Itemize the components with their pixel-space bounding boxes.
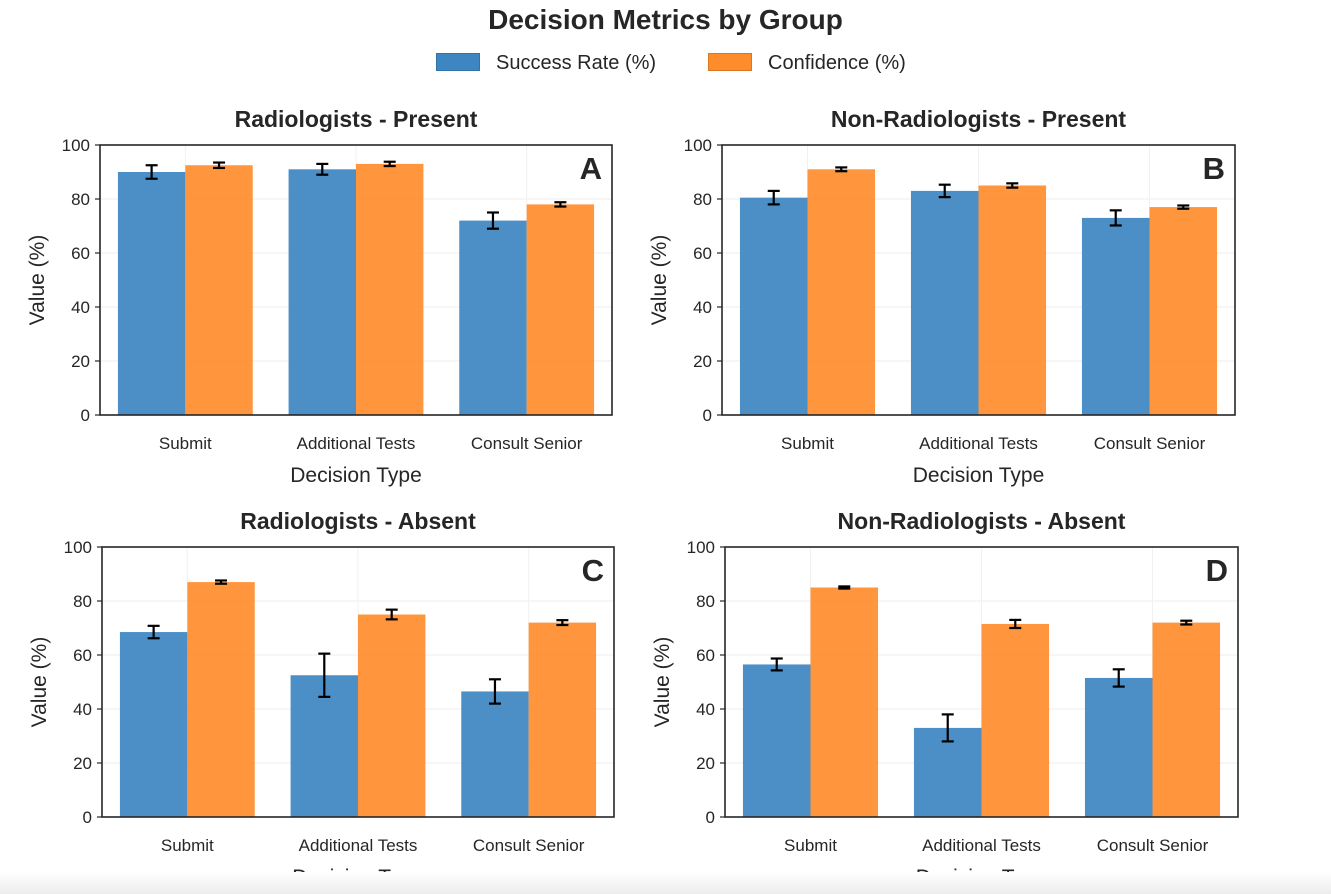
bar-confidence-submit [810, 587, 879, 817]
y-tick-label: 60 [693, 244, 712, 263]
x-tick-label: Additional Tests [919, 434, 1038, 453]
bar-confidence-submit [187, 582, 255, 817]
x-tick-label: Submit [784, 836, 837, 855]
bar-success-rate-additional-tests [913, 727, 982, 817]
x-tick-label: Additional Tests [299, 836, 418, 855]
bottom-edge-fade [0, 872, 1331, 894]
x-axis-label: Decision Type [913, 464, 1045, 487]
legend-label-success-rate: Success Rate (%) [496, 52, 657, 74]
bar-success-rate-consult-senior [459, 220, 527, 415]
plot-frame [101, 546, 615, 818]
y-axis-label: Value (%) [26, 235, 49, 326]
y-tick-label: 20 [696, 754, 715, 773]
y-tick-label: 100 [62, 136, 90, 155]
y-tick-label: 20 [73, 754, 92, 773]
y-tick-label: 100 [64, 538, 92, 557]
panel-letter: B [1203, 151, 1225, 186]
plot-frame [99, 144, 613, 416]
bar-confidence-consult-senior [526, 204, 595, 415]
y-tick-label: 80 [693, 190, 712, 209]
x-tick-label: Consult Senior [1097, 836, 1209, 855]
figure-title: Decision Metrics by Group [488, 4, 843, 35]
x-tick-label: Additional Tests [922, 836, 1041, 855]
panel-title: Radiologists - Present [235, 106, 478, 132]
bar-success-rate-submit [119, 632, 188, 817]
y-tick-label: 100 [687, 538, 715, 557]
y-tick-label: 20 [693, 352, 712, 371]
panel-letter: D [1206, 553, 1228, 588]
panel-title: Radiologists - Absent [240, 508, 476, 534]
y-tick-label: 80 [71, 190, 90, 209]
panel-title: Non-Radiologists - Absent [838, 508, 1126, 534]
y-tick-label: 40 [696, 700, 715, 719]
panel-letter: A [580, 151, 602, 186]
y-tick-label: 80 [696, 592, 715, 611]
y-axis-label: Value (%) [28, 637, 51, 728]
panel-a: Radiologists - Present 0 20 40 60 80 100 Submit… [26, 106, 613, 487]
panel-d: Non-Radiologists - Absent 0 20 40 60 80 100 Sub… [651, 508, 1239, 889]
y-tick-label: 60 [73, 646, 92, 665]
bar-success-rate-consult-senior [1081, 217, 1150, 415]
x-tick-label: Additional Tests [297, 434, 416, 453]
y-tick-label: 0 [81, 406, 90, 425]
x-tick-label: Submit [781, 434, 834, 453]
legend-swatch-success-rate [436, 53, 480, 71]
bar-success-rate-submit [742, 664, 811, 817]
plot-frame [721, 144, 1236, 416]
x-axis-label: Decision Type [290, 464, 422, 487]
bar-success-rate-additional-tests [288, 169, 356, 415]
y-axis-label: Value (%) [648, 235, 671, 326]
bar-confidence-submit [185, 165, 253, 415]
legend-swatch-confidence [708, 53, 752, 71]
y-tick-label: 80 [73, 592, 92, 611]
bar-confidence-submit [807, 169, 876, 415]
y-tick-label: 40 [693, 298, 712, 317]
y-tick-label: 0 [703, 406, 712, 425]
panel-letter: C [582, 553, 604, 588]
y-tick-label: 60 [71, 244, 90, 263]
x-tick-label: Submit [159, 434, 212, 453]
x-tick-label: Consult Senior [471, 434, 583, 453]
y-tick-label: 40 [71, 298, 90, 317]
bar-confidence-additional-tests [358, 614, 426, 817]
bar-confidence-consult-senior [1149, 207, 1218, 415]
y-axis-label: Value (%) [651, 637, 674, 728]
y-tick-label: 0 [83, 808, 92, 827]
bar-success-rate-additional-tests [910, 190, 979, 415]
bar-success-rate-additional-tests [290, 675, 358, 817]
y-tick-label: 0 [706, 808, 715, 827]
bar-success-rate-consult-senior [1084, 677, 1153, 817]
x-tick-label: Consult Senior [1094, 434, 1206, 453]
bar-confidence-additional-tests [356, 163, 424, 415]
legend-label-confidence: Confidence (%) [768, 52, 906, 74]
y-tick-label: 40 [73, 700, 92, 719]
y-tick-label: 60 [696, 646, 715, 665]
bar-confidence-consult-senior [1152, 622, 1221, 817]
y-tick-label: 20 [71, 352, 90, 371]
bar-success-rate-submit [117, 172, 186, 415]
plot-frame [724, 546, 1239, 818]
bar-success-rate-consult-senior [461, 691, 529, 817]
bar-confidence-consult-senior [528, 622, 597, 817]
bar-success-rate-submit [739, 197, 808, 415]
bar-confidence-additional-tests [981, 623, 1050, 817]
panel-title: Non-Radiologists - Present [831, 106, 1127, 132]
x-tick-label: Submit [161, 836, 214, 855]
bar-confidence-additional-tests [978, 185, 1047, 415]
panel-c: Radiologists - Absent 0 20 40 60 80 100 Submit A… [28, 508, 615, 889]
panel-b: Non-Radiologists - Present 0 20 40 60 80 100 Su… [648, 106, 1236, 487]
x-tick-label: Consult Senior [473, 836, 585, 855]
y-tick-label: 100 [684, 136, 712, 155]
